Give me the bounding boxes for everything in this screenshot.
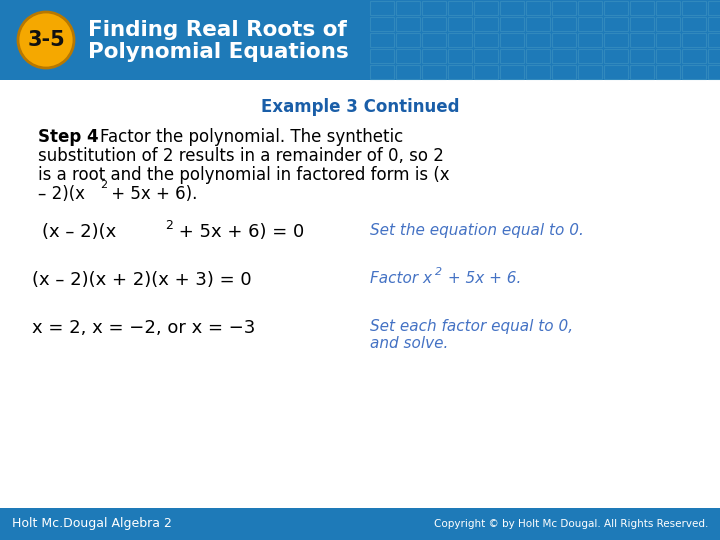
Bar xyxy=(448,1,472,15)
Bar xyxy=(370,17,394,31)
Bar xyxy=(500,49,524,63)
Bar xyxy=(656,49,680,63)
Bar xyxy=(448,65,472,79)
Text: + 5x + 6) = 0: + 5x + 6) = 0 xyxy=(173,223,305,241)
Text: Set the equation equal to 0.: Set the equation equal to 0. xyxy=(370,223,584,238)
Bar xyxy=(630,1,654,15)
Bar xyxy=(552,17,576,31)
Bar xyxy=(448,49,472,63)
Bar xyxy=(682,33,706,47)
Bar xyxy=(630,65,654,79)
Text: (x – 2)(x: (x – 2)(x xyxy=(42,223,116,241)
Bar xyxy=(604,33,628,47)
Bar xyxy=(604,65,628,79)
Bar xyxy=(396,65,420,79)
Bar xyxy=(552,65,576,79)
Bar xyxy=(682,49,706,63)
Bar xyxy=(656,33,680,47)
Text: and solve.: and solve. xyxy=(370,336,449,351)
Bar xyxy=(474,49,498,63)
Bar xyxy=(0,0,720,80)
Bar xyxy=(604,1,628,15)
Bar xyxy=(422,33,446,47)
Bar xyxy=(656,17,680,31)
Bar xyxy=(578,17,602,31)
Bar xyxy=(656,65,680,79)
Bar xyxy=(708,65,720,79)
Bar xyxy=(422,65,446,79)
Text: is a root and the polynomial in factored form is (x: is a root and the polynomial in factored… xyxy=(38,166,449,184)
Bar xyxy=(422,17,446,31)
Bar xyxy=(656,1,680,15)
Text: + 5x + 6.: + 5x + 6. xyxy=(443,271,521,286)
Text: Polynomial Equations: Polynomial Equations xyxy=(88,42,348,62)
Bar xyxy=(630,49,654,63)
Text: Copyright © by Holt Mc Dougal. All Rights Reserved.: Copyright © by Holt Mc Dougal. All Right… xyxy=(433,519,708,529)
Bar xyxy=(500,33,524,47)
Bar xyxy=(708,33,720,47)
Bar xyxy=(526,1,550,15)
Text: 3-5: 3-5 xyxy=(27,30,65,50)
Bar xyxy=(396,17,420,31)
Bar xyxy=(526,17,550,31)
Text: Factor the polynomial. The synthetic: Factor the polynomial. The synthetic xyxy=(100,128,403,146)
Text: Set each factor equal to 0,: Set each factor equal to 0, xyxy=(370,319,573,334)
Text: x = 2, x = −2, or x = −3: x = 2, x = −2, or x = −3 xyxy=(32,319,256,337)
Bar xyxy=(682,17,706,31)
Text: (x – 2)(x + 2)(x + 3) = 0: (x – 2)(x + 2)(x + 3) = 0 xyxy=(32,271,251,289)
Bar xyxy=(682,1,706,15)
Bar xyxy=(0,508,720,540)
Bar xyxy=(500,1,524,15)
Bar xyxy=(474,1,498,15)
Bar xyxy=(578,33,602,47)
Bar xyxy=(500,65,524,79)
Bar xyxy=(578,49,602,63)
Bar xyxy=(708,17,720,31)
Bar xyxy=(630,33,654,47)
Bar xyxy=(604,17,628,31)
Bar xyxy=(474,17,498,31)
Bar xyxy=(474,33,498,47)
Bar xyxy=(526,65,550,79)
Bar xyxy=(422,1,446,15)
Text: substitution of 2 results in a remainder of 0, so 2: substitution of 2 results in a remainder… xyxy=(38,147,444,165)
Text: + 5x + 6).: + 5x + 6). xyxy=(106,185,197,203)
Bar xyxy=(682,65,706,79)
Bar xyxy=(552,1,576,15)
Bar xyxy=(474,65,498,79)
Bar xyxy=(526,49,550,63)
Text: Example 3 Continued: Example 3 Continued xyxy=(261,98,459,116)
Bar xyxy=(396,49,420,63)
Bar xyxy=(526,33,550,47)
Bar xyxy=(708,49,720,63)
Text: 2: 2 xyxy=(435,267,442,277)
Text: 2: 2 xyxy=(100,180,107,190)
Text: Holt Mc.Dougal Algebra 2: Holt Mc.Dougal Algebra 2 xyxy=(12,517,172,530)
Text: – 2)(x: – 2)(x xyxy=(38,185,85,203)
Bar xyxy=(708,1,720,15)
Bar xyxy=(370,1,394,15)
Bar xyxy=(448,17,472,31)
Circle shape xyxy=(18,12,74,68)
Bar xyxy=(578,1,602,15)
Bar xyxy=(448,33,472,47)
Bar xyxy=(370,49,394,63)
Text: Finding Real Roots of: Finding Real Roots of xyxy=(88,20,347,40)
Bar xyxy=(500,17,524,31)
Bar xyxy=(630,17,654,31)
Bar xyxy=(552,49,576,63)
Bar xyxy=(552,33,576,47)
Text: Step 4: Step 4 xyxy=(38,128,99,146)
Bar xyxy=(396,33,420,47)
Bar xyxy=(370,65,394,79)
Bar xyxy=(578,65,602,79)
Bar xyxy=(370,33,394,47)
Bar xyxy=(422,49,446,63)
Text: Factor x: Factor x xyxy=(370,271,432,286)
Bar xyxy=(396,1,420,15)
Text: 2: 2 xyxy=(165,219,173,232)
Bar xyxy=(604,49,628,63)
